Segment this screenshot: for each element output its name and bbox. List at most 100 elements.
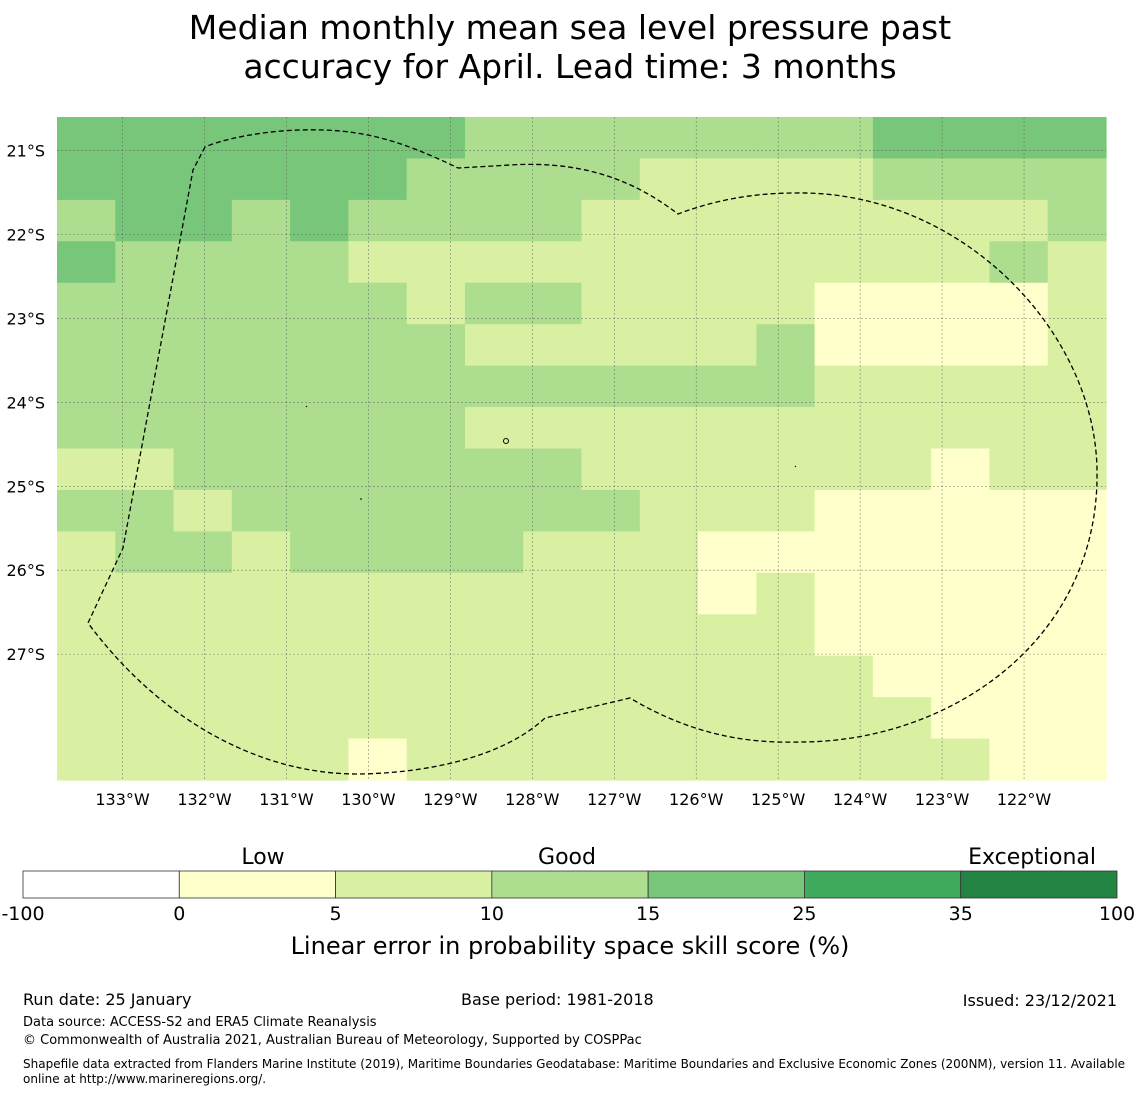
heatmap-cell [523,531,583,574]
colorbar-tick-label: 15 [636,903,660,925]
heatmap-cell [173,241,233,284]
category-label: Exceptional [968,845,1096,870]
heatmap-cell [115,241,175,284]
heatmap-cell [814,282,874,325]
heatmap-cell [173,282,233,325]
chart-title: Median monthly mean sea level pressure p… [0,8,1140,86]
colorbar-swatch [960,870,1118,899]
heatmap-cell [1047,489,1107,532]
eez-boundary [87,129,1098,775]
heatmap-cell [406,572,466,615]
heatmap-cell [406,324,466,367]
heatmap-cell [231,158,291,201]
chart-svg: 133°W 132°W 131°W 130°W 129°W 128°W 127°W 126°W… [1,117,1135,960]
heatmap-cell [931,241,991,284]
heatmap-cell [464,531,524,574]
heatmap-cell [231,324,291,367]
heatmap-cell [1047,199,1107,242]
heatmap-cell [639,655,699,698]
heatmap-cell [57,448,116,491]
heatmap-cell [989,572,1049,615]
heatmap-cell [464,365,524,408]
heatmap-cell [756,572,816,615]
x-tick-label: 133°W [95,790,150,809]
heatmap-cell [1047,572,1107,615]
heatmap-cell [173,407,233,450]
heatmap-cell [173,489,233,532]
heatmap-cell [931,324,991,367]
heatmap-cell [290,117,349,160]
graticule [57,117,1106,780]
x-tick-label: 130°W [341,790,396,809]
heatmap-cell [581,199,641,242]
heatmap-cell [989,199,1049,242]
heatmap-cell [814,489,874,532]
heatmap-cell [348,158,408,201]
heatmap-cell [173,614,233,657]
heatmap-cell [464,199,524,242]
x-tick-label: 126°W [669,790,724,809]
heatmap-cell [290,365,349,408]
heatmap-cell [57,407,116,450]
heatmap-cell [1047,448,1107,491]
heatmap-cell [406,531,466,574]
heatmap-cell [290,282,349,325]
heatmap-cell [57,282,116,325]
heatmap-cell [872,531,932,574]
heatmap-cell [872,738,932,781]
colorbar-swatch [22,870,180,899]
y-tick-label: 25°S [6,477,45,496]
heatmap-cell [464,117,524,160]
heatmap-cell [290,489,349,532]
heatmap-cell [581,697,641,740]
x-tick-label: 123°W [915,790,970,809]
heatmap-cell [756,489,816,532]
heatmap-cell [931,158,991,201]
heatmap-cell [1047,738,1107,781]
heatmap-cell [814,324,874,367]
heatmap-cell [57,738,116,781]
heatmap-cell [348,489,408,532]
heatmap-cell [989,697,1049,740]
shapefile-credit: Shapefile data extracted from Flanders M… [23,1057,1133,1087]
heatmap-cell [698,448,757,491]
heatmap-cell [872,448,932,491]
island-marks [305,405,797,500]
heatmap-cell [406,117,466,160]
heatmap-cell [57,531,116,574]
heatmap-cell [814,365,874,408]
heatmap-cell [57,614,116,657]
heatmap-cell [464,572,524,615]
heatmap-cell [406,448,466,491]
heatmap-cell [931,572,991,615]
heatmap-cell [348,324,408,367]
heatmap-cell [406,614,466,657]
heatmap-cell [639,448,699,491]
heatmap-cell [581,324,641,367]
heatmap-cell [523,365,583,408]
heatmap-cell [523,241,583,284]
heatmap-cell [523,448,583,491]
heatmap-cell [989,365,1049,408]
colorbar-tick-label: 25 [792,903,816,925]
heatmap-cell [989,407,1049,450]
heatmap-cell [814,738,874,781]
heatmap-cell [57,655,116,698]
heatmap-cell [581,241,641,284]
y-tick-label: 26°S [6,561,45,580]
heatmap-cell [173,448,233,491]
heatmap-cell [57,697,116,740]
heatmap-cell [290,531,349,574]
heatmap-cell [57,158,116,201]
heatmap-cell [348,282,408,325]
heatmap-cell [1047,324,1107,367]
heatmap-cell [231,531,291,574]
colorbar-swatches [22,870,1118,899]
heatmap-cell [290,738,349,781]
heatmap-cell [581,117,641,160]
heatmap-cell [931,282,991,325]
heatmap-cell [931,448,991,491]
heatmap-cell [931,614,991,657]
heatmap-cell [872,407,932,450]
heatmap-cell [406,282,466,325]
